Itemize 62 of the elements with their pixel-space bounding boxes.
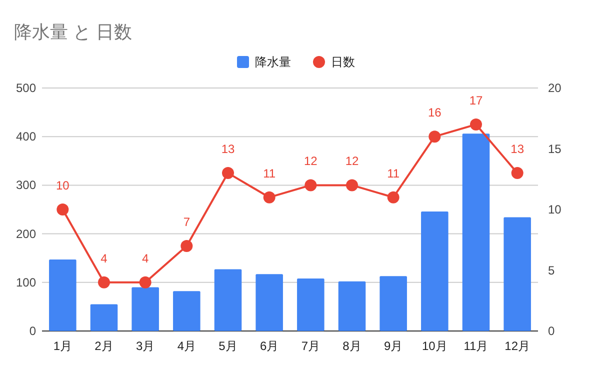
point	[56, 204, 69, 216]
y2-tick-label: 10	[548, 202, 562, 216]
x-tick-label: 12月	[504, 339, 530, 353]
point	[139, 276, 152, 288]
point	[222, 167, 234, 180]
bar	[90, 304, 118, 331]
y2-tick-label: 0	[548, 324, 555, 338]
y-tick-label: 400	[16, 130, 36, 144]
y-tick-label: 500	[16, 81, 36, 95]
bar	[421, 211, 448, 331]
data-label: 7	[183, 214, 190, 229]
chart-title: 降水量 と 日数	[14, 22, 132, 42]
y2-tick-label: 20	[548, 81, 562, 95]
y-tick-label: 0	[29, 324, 36, 338]
bar	[504, 217, 531, 331]
legend-label: 日数	[331, 55, 355, 69]
point	[428, 130, 441, 143]
bar	[49, 260, 76, 331]
bar	[297, 278, 324, 331]
bar	[256, 274, 283, 331]
data-label: 13	[221, 142, 235, 156]
x-tick-label: 5月	[218, 339, 238, 353]
x-tick-label: 10月	[422, 339, 448, 353]
bar	[338, 281, 366, 331]
y-tick-label: 100	[16, 275, 36, 290]
x-tick-label: 8月	[342, 339, 362, 353]
x-tick-label: 2月	[94, 339, 114, 353]
bar	[380, 276, 407, 331]
x-tick-label: 6月	[260, 339, 279, 353]
data-label: 4	[142, 251, 149, 266]
data-label: 17	[469, 93, 483, 108]
point	[304, 179, 317, 192]
point	[387, 191, 400, 204]
data-label: 12	[304, 154, 318, 168]
x-tick-label: 9月	[384, 339, 403, 353]
point	[511, 167, 524, 180]
data-label: 12	[345, 154, 359, 168]
x-tick-label: 4月	[177, 339, 196, 353]
point	[470, 118, 482, 130]
data-label: 11	[263, 166, 276, 180]
x-tick-label: 11月	[464, 339, 488, 353]
x-tick-label: 3月	[136, 339, 155, 353]
point	[263, 191, 276, 204]
point	[180, 240, 193, 252]
y-tick-label: 200	[16, 226, 36, 241]
data-label: 16	[428, 106, 442, 120]
bar	[214, 269, 242, 331]
point	[98, 276, 110, 288]
legend-label: 降水量	[255, 55, 291, 69]
y2-tick-label: 15	[548, 142, 562, 156]
bar	[132, 287, 159, 331]
bar	[173, 291, 200, 331]
bar	[462, 134, 490, 331]
data-label: 11	[387, 166, 400, 180]
y-tick-label: 300	[16, 178, 36, 192]
data-label: 13	[510, 142, 524, 156]
x-tick-label: 7月	[301, 339, 320, 353]
data-label: 10	[56, 178, 70, 192]
data-label: 4	[100, 251, 108, 266]
y2-tick-label: 5	[548, 263, 555, 278]
x-tick-label: 1月	[53, 339, 72, 353]
point	[346, 179, 358, 192]
